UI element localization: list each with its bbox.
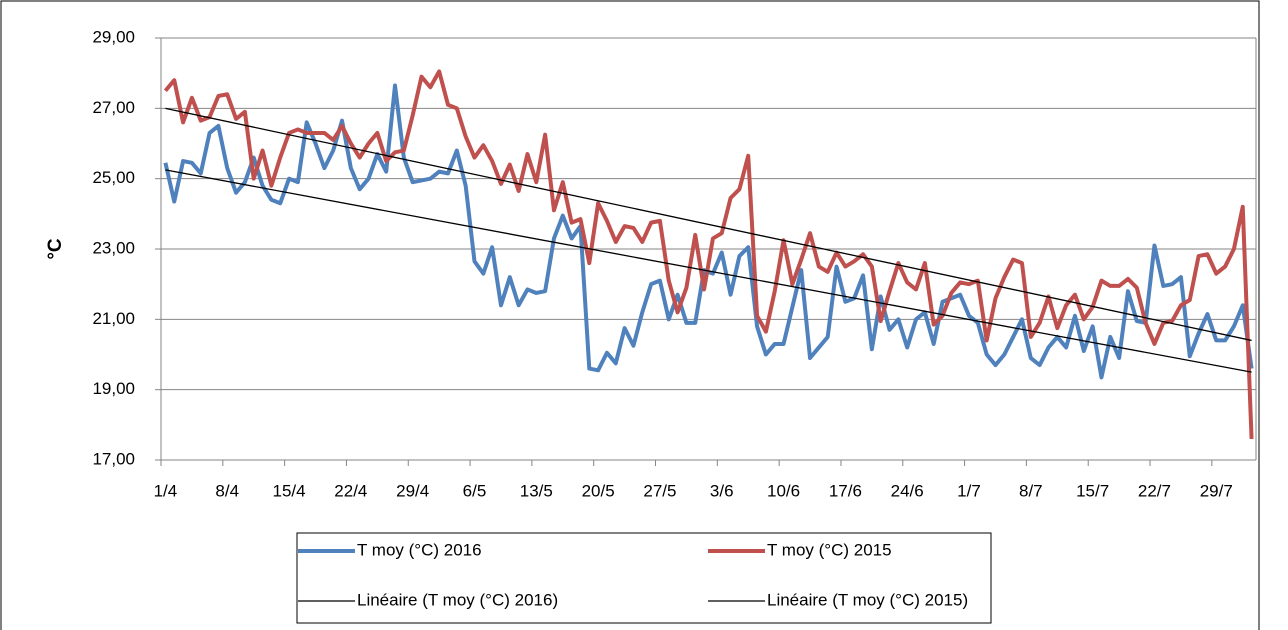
legend-box <box>296 532 992 624</box>
x-tick-label: 1/4 <box>154 481 178 500</box>
y-tick-label: 17,00 <box>92 449 135 468</box>
legend-label: T moy (°C) 2016 <box>357 540 482 559</box>
x-tick-label: 17/6 <box>829 481 862 500</box>
legend-label: Linéaire (T moy (°C) 2016) <box>357 590 558 609</box>
legend-label: Linéaire (T moy (°C) 2015) <box>767 590 968 609</box>
x-tick-label: 15/4 <box>272 481 305 500</box>
y-tick-label: 21,00 <box>92 309 135 328</box>
x-tick-label: 22/7 <box>1138 481 1171 500</box>
y-axis-title: °C <box>45 238 66 260</box>
x-tick-label: 27/5 <box>643 481 676 500</box>
chart-border <box>0 0 1260 630</box>
x-tick-label: 13/5 <box>520 481 553 500</box>
x-tick-label: 22/4 <box>334 481 367 500</box>
x-tick-label: 8/7 <box>1019 481 1043 500</box>
y-tick-label: 25,00 <box>92 168 135 187</box>
y-tick-label: 27,00 <box>92 98 135 117</box>
x-tick-label: 3/6 <box>710 481 734 500</box>
y-tick-label: 29,00 <box>92 27 135 46</box>
x-tick-label: 8/4 <box>215 481 239 500</box>
x-tick-label: 29/7 <box>1200 481 1233 500</box>
legend-label: T moy (°C) 2015 <box>767 540 892 559</box>
series-line <box>163 69 1254 439</box>
x-tick-label: 29/4 <box>396 481 429 500</box>
x-tick-label: 15/7 <box>1076 481 1109 500</box>
x-tick-label: 1/7 <box>957 481 981 500</box>
trend-line <box>165 169 1252 373</box>
x-tick-label: 10/6 <box>767 481 800 500</box>
x-tick-label: 20/5 <box>582 481 615 500</box>
trend-line <box>165 107 1252 342</box>
x-tick-label: 6/5 <box>463 481 487 500</box>
y-tick-label: 19,00 <box>92 379 135 398</box>
y-tick-label: 23,00 <box>92 238 135 257</box>
x-tick-label: 24/6 <box>891 481 924 500</box>
